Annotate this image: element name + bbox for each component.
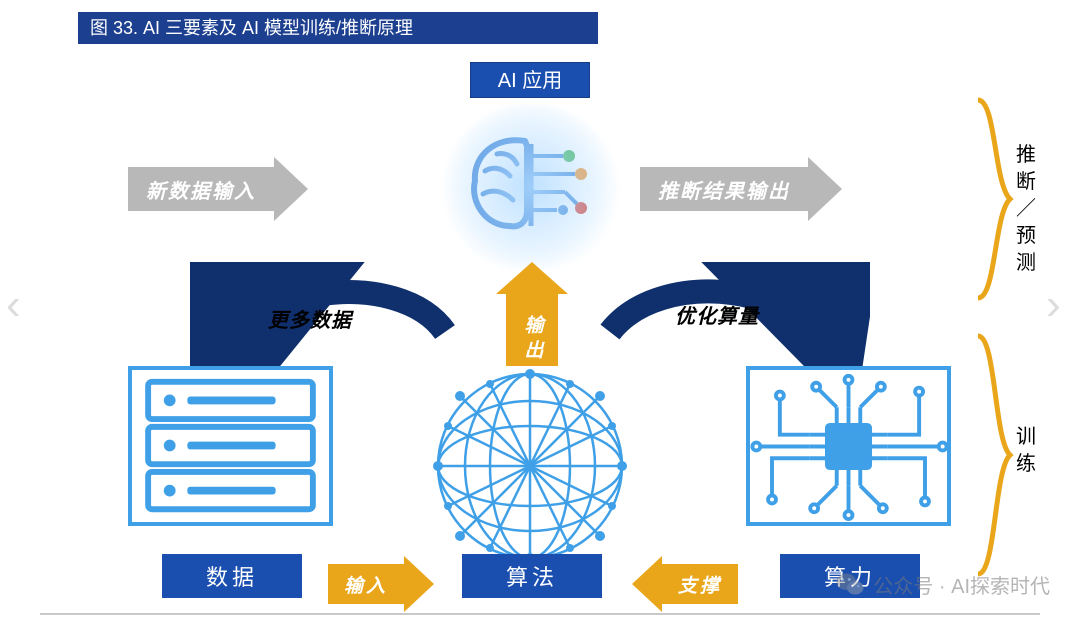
prev-chevron-icon[interactable]: ‹: [6, 280, 34, 330]
bottom-divider: [40, 613, 1040, 615]
inference-output-arrow: 推断结果输出: [640, 164, 842, 214]
arrow-label: 输入: [328, 564, 404, 604]
diagram-canvas: AI 应用 新数据输入 推断结果输出: [40, 44, 1040, 601]
new-data-input-arrow: 新数据输入: [128, 164, 308, 214]
arrow-label: 推断结果输出: [640, 167, 808, 211]
next-chevron-icon[interactable]: ›: [1046, 280, 1074, 330]
data-label: 数据: [162, 554, 302, 598]
network-sphere-icon: [430, 366, 630, 566]
watermark: 公众号 · AI探索时代: [835, 569, 1050, 599]
data-box: [128, 366, 333, 526]
more-data-label: 更多数据: [268, 304, 352, 333]
figure-title: 图 33. AI 三要素及 AI 模型训练/推断原理: [78, 12, 598, 44]
watermark-text: 公众号 · AI探索时代: [873, 570, 1050, 599]
support-left-arrow: 支撑: [632, 556, 738, 612]
algorithm-box: [430, 366, 630, 566]
optimize-compute-label: 优化算量: [675, 300, 759, 329]
ai-app-label: AI 应用: [470, 62, 590, 98]
input-right-arrow: 输入: [328, 556, 434, 612]
arrow-label: 新数据输入: [128, 167, 274, 211]
inference-bracket-icon: [974, 94, 1014, 304]
algorithm-label: 算法: [462, 554, 602, 598]
training-bracket-icon: [974, 330, 1014, 580]
compute-box: [746, 366, 951, 526]
inference-bracket-label: 推断／预测: [1012, 142, 1040, 277]
chip-circuit-icon: [750, 370, 947, 522]
server-stack-icon: [132, 370, 329, 522]
wechat-icon: [835, 569, 865, 599]
training-bracket-label: 训练: [1012, 424, 1040, 478]
arrow-label: 支撑: [662, 564, 738, 604]
